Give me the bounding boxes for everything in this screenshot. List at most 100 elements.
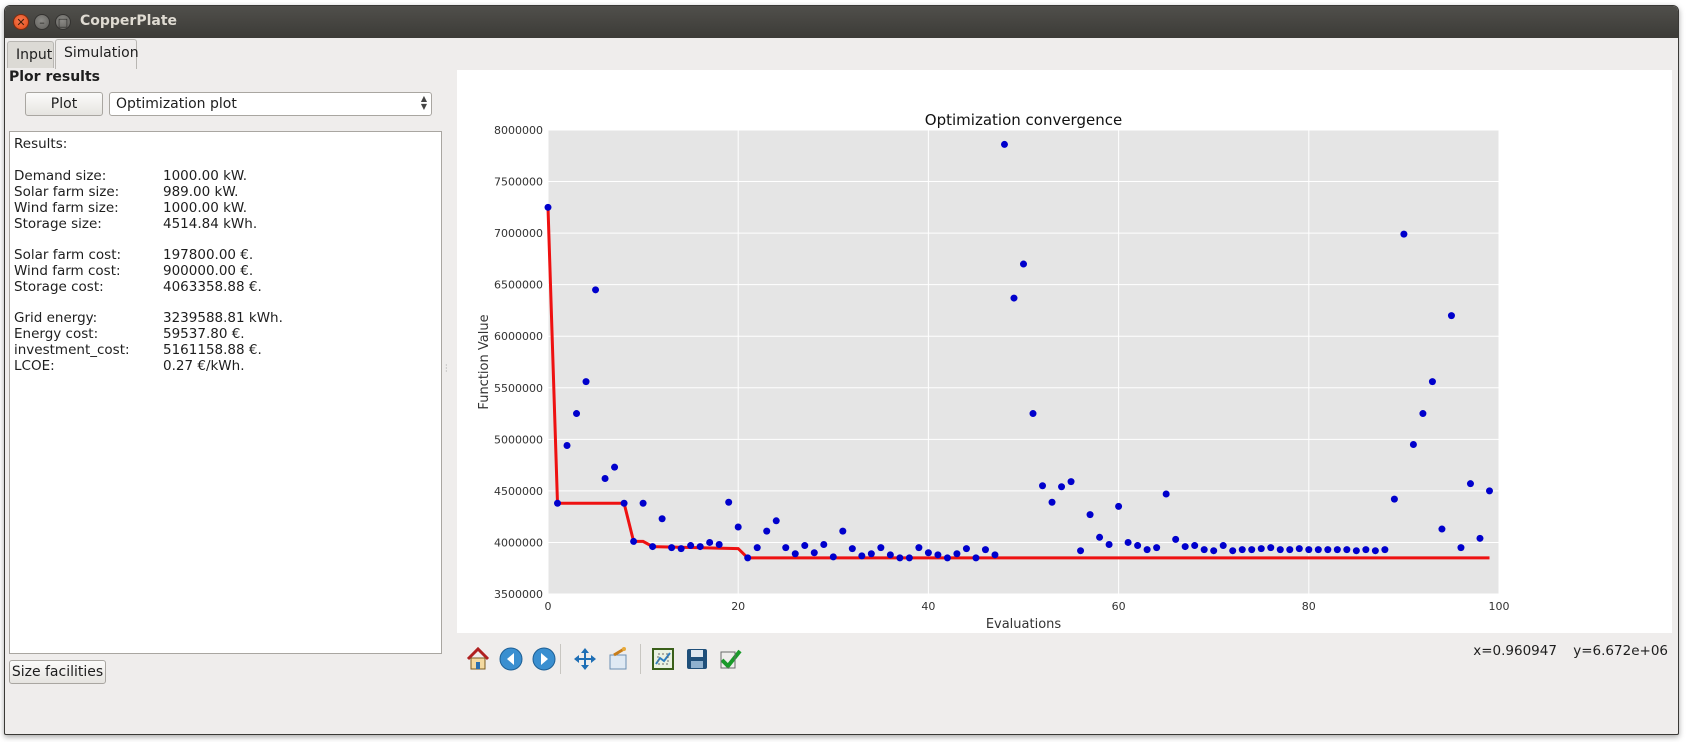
data-point — [1257, 545, 1265, 553]
data-point — [1400, 230, 1408, 238]
data-point — [620, 499, 628, 507]
data-point — [677, 545, 685, 553]
data-point — [877, 544, 885, 552]
result-key: LCOE: — [14, 358, 55, 374]
edit-check-icon[interactable] — [718, 646, 744, 672]
data-point — [829, 553, 837, 561]
convergence-chart: 3500000 4000000 4500000 5000000 5500000 60000… — [477, 111, 1510, 632]
y-tick-label: 6000000 — [494, 330, 543, 343]
data-point — [630, 537, 638, 545]
result-key: investment_cost: — [14, 342, 130, 358]
pan-icon[interactable] — [572, 646, 598, 672]
data-point — [801, 542, 809, 550]
data-point — [563, 442, 571, 450]
data-point — [601, 475, 609, 483]
chart-title: Optimization convergence — [925, 111, 1122, 129]
group-title: Plor results — [9, 69, 100, 85]
data-point — [1485, 487, 1493, 495]
result-key: Grid energy: — [14, 310, 98, 326]
x-axis-label: Evaluations — [986, 617, 1062, 632]
data-point — [934, 551, 942, 559]
result-value: 4514.84 kWh. — [163, 216, 258, 232]
data-point — [1153, 544, 1161, 552]
results-spacer — [14, 232, 441, 247]
data-point — [725, 498, 733, 506]
result-row: Wind farm size: 1000.00 kW. — [14, 200, 441, 216]
data-point — [1010, 294, 1018, 302]
plot-background — [548, 130, 1499, 594]
data-point — [1115, 502, 1123, 510]
minimize-icon[interactable]: – — [34, 14, 50, 30]
x-tick-label: 0 — [545, 600, 552, 613]
data-point — [1229, 547, 1237, 555]
y-tick-label: 5000000 — [494, 433, 543, 446]
home-icon[interactable] — [465, 646, 491, 672]
coord-y: y=6.672e+06 — [1573, 643, 1668, 659]
y-tick-label: 6500000 — [494, 279, 543, 292]
data-point — [1067, 478, 1075, 486]
size-facilities-button[interactable]: Size facilities — [9, 660, 106, 684]
y-tick-label: 4000000 — [494, 536, 543, 549]
data-point — [1466, 480, 1474, 488]
data-point — [905, 554, 913, 562]
tab-simulation[interactable]: Simulation — [55, 39, 139, 69]
data-point — [1276, 546, 1284, 554]
result-key: Storage cost: — [14, 279, 104, 295]
data-point — [611, 463, 619, 471]
y-tick-label: 3500000 — [494, 588, 543, 601]
data-point — [972, 554, 980, 562]
y-tick-label: 4500000 — [494, 485, 543, 498]
result-value: 1000.00 kW. — [163, 168, 248, 184]
data-point — [1105, 541, 1113, 549]
save-icon[interactable] — [684, 646, 710, 672]
splitter-handle[interactable]: · · · — [445, 361, 448, 376]
data-point — [744, 554, 752, 562]
data-point — [1143, 546, 1151, 554]
y-tick-label: 8000000 — [494, 124, 543, 137]
data-point — [1086, 511, 1094, 519]
results-title: Results: — [14, 136, 68, 152]
data-point — [1124, 538, 1132, 546]
forward-icon[interactable] — [531, 646, 557, 672]
data-point — [953, 550, 961, 558]
result-row: Grid energy: 3239588.81 kWh. — [14, 310, 441, 326]
tab-input[interactable]: Input — [7, 41, 54, 68]
data-point — [1267, 544, 1275, 552]
y-tick-label: 5500000 — [494, 382, 543, 395]
subplots-icon[interactable] — [650, 646, 676, 672]
best-value-line — [546, 207, 1490, 560]
data-point — [924, 549, 932, 557]
close-icon[interactable]: ✕ — [13, 14, 29, 30]
result-key: Wind farm cost: — [14, 263, 121, 279]
data-point — [658, 515, 666, 523]
data-point — [981, 546, 989, 554]
maximize-icon[interactable]: □ — [55, 14, 71, 30]
x-tick-label: 80 — [1302, 600, 1316, 613]
data-point — [687, 542, 695, 550]
data-point — [582, 378, 590, 386]
data-point — [848, 545, 856, 553]
data-point — [1162, 490, 1170, 498]
result-row: Wind farm cost: 900000.00 €. — [14, 263, 441, 279]
tab-bar: Input Simulation — [5, 38, 1678, 69]
result-value: 59537.80 €. — [163, 326, 245, 342]
data-point — [1343, 546, 1351, 554]
window-title: CopperPlate — [80, 13, 178, 29]
plot-button[interactable]: Plot — [25, 92, 103, 116]
y-tick-label: 7500000 — [494, 176, 543, 189]
data-point — [1438, 525, 1446, 533]
data-point — [858, 552, 866, 560]
back-icon[interactable] — [498, 646, 524, 672]
result-value: 3239588.81 kWh. — [163, 310, 283, 326]
result-row: Storage size: 4514.84 kWh. — [14, 216, 441, 232]
x-tick-label: 20 — [731, 600, 745, 613]
plot-canvas[interactable]: 3500000 4000000 4500000 5000000 5500000 60000… — [457, 70, 1672, 633]
data-point — [1476, 534, 1484, 542]
plot-type-select[interactable]: Optimization plot ▲ ▼ — [109, 92, 432, 116]
data-point — [696, 543, 704, 551]
data-point — [668, 544, 676, 552]
zoom-icon[interactable] — [606, 646, 632, 672]
data-point — [1362, 546, 1370, 554]
data-point — [1191, 542, 1199, 550]
result-row: Demand size: 1000.00 kW. — [14, 168, 441, 184]
